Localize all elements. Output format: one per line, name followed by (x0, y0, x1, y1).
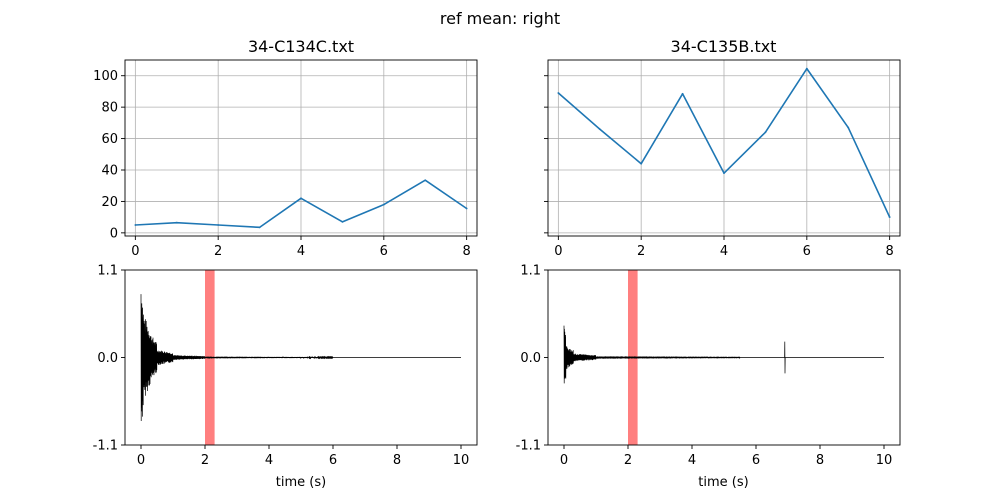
data-point-4 (300, 197, 302, 200)
y-tick-label-0: -1.1 (516, 439, 541, 454)
x-tick-label-3: 6 (329, 453, 337, 468)
data-point-0 (134, 224, 137, 226)
data-point-1 (175, 221, 178, 224)
x-tick-label-0: 0 (137, 453, 145, 468)
y-tick-label-4: 80 (101, 101, 118, 116)
data-point-3 (681, 92, 684, 95)
xlabel-bottom-right: time (s) (698, 475, 748, 490)
x-tick-label-1: 2 (624, 453, 632, 468)
y-tick-label-1: 20 (101, 195, 118, 210)
subplot-bottom-left: time (s) 0 2 4 6 8 10 -1.1 0.0 1.1 (93, 264, 478, 490)
x-tick-label-5: 10 (876, 453, 893, 468)
y-tick-label-0: -1.1 (93, 439, 118, 454)
x-tick-label-3: 6 (803, 244, 811, 259)
x-tick-label-0: 0 (131, 244, 139, 259)
subplot-title-right: 34-C135B.txt (671, 37, 777, 56)
x-tick-label-2: 4 (265, 453, 273, 468)
data-point-0 (557, 92, 560, 94)
subplot-bottom-right: time (s) 0 2 4 6 8 10 -1.1 0.0 1.1 (516, 264, 901, 490)
y-tick-label-1: 0.0 (520, 351, 541, 366)
subplot-title-left: 34-C134C.txt (248, 37, 354, 56)
data-point-6 (382, 203, 385, 206)
x-tick-label-0: 0 (560, 453, 568, 468)
y-tick-label-3: 60 (101, 132, 118, 147)
x-tick-label-1: 2 (214, 244, 222, 259)
x-tick-label-4: 8 (463, 244, 471, 259)
y-tick-label-2: 1.1 (520, 264, 541, 279)
x-tick-label-3: 6 (752, 453, 760, 468)
x-tick-label-2: 4 (720, 244, 728, 259)
data-point-2 (640, 162, 643, 165)
y-tick-label-0: 0 (110, 226, 118, 241)
x-tick-label-1: 2 (201, 453, 209, 468)
xlabel-bottom-left: time (s) (276, 475, 326, 490)
x-tick-label-5: 10 (453, 453, 470, 468)
data-point-6 (805, 67, 808, 70)
data-point-5 (341, 220, 344, 223)
y-tick-label-2: 40 (101, 164, 118, 179)
x-tick-label-1: 2 (637, 244, 645, 259)
waveform-line (140, 294, 461, 422)
data-point-7 (424, 179, 427, 182)
x-tick-label-4: 8 (886, 244, 894, 259)
data-point-4 (723, 172, 725, 175)
subplot-top-right: 34-C135B.txt 0 2 4 6 8 (544, 37, 901, 259)
x-tick-label-4: 8 (393, 453, 401, 468)
data-point-8 (888, 216, 891, 219)
x-tick-label-3: 6 (380, 244, 388, 259)
x-tick-label-2: 4 (297, 244, 305, 259)
x-tick-label-4: 8 (816, 453, 824, 468)
data-point-5 (764, 131, 767, 134)
data-point-3 (258, 226, 261, 229)
y-tick-label-1: 0.0 (97, 351, 118, 366)
data-point-2 (217, 224, 220, 226)
waveform-line (563, 325, 884, 384)
data-point-8 (465, 207, 468, 210)
x-tick-label-2: 4 (688, 453, 696, 468)
data-point-1 (598, 128, 601, 131)
data-point-7 (847, 126, 850, 129)
y-tick-label-2: 1.1 (97, 264, 118, 279)
x-tick-label-0: 0 (554, 244, 562, 259)
y-tick-label-5: 100 (93, 69, 118, 84)
figure-suptitle: ref mean: right (440, 9, 560, 28)
